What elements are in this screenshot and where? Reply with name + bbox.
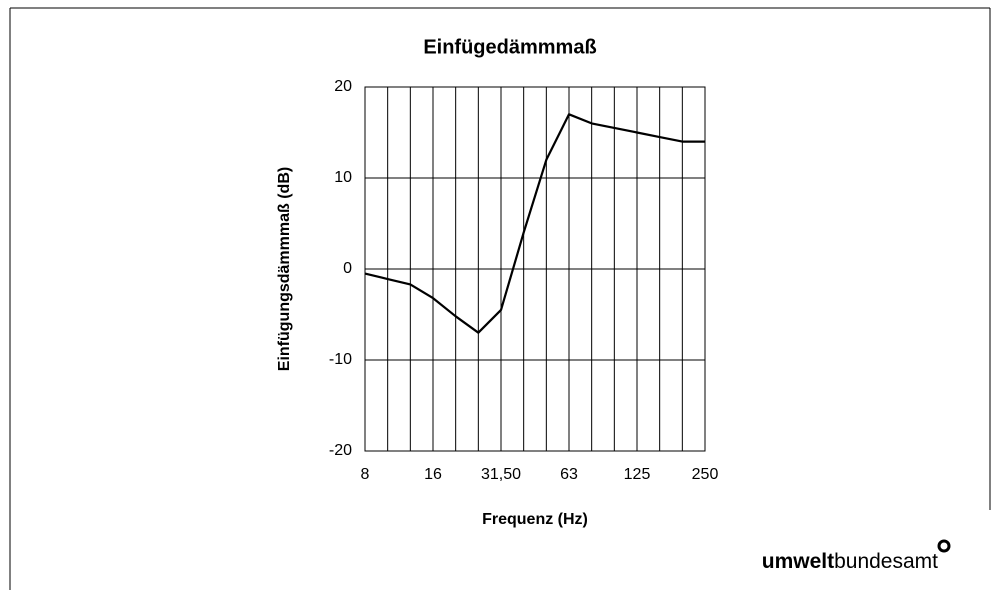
chart-title: Einfügedämmmaß bbox=[423, 36, 596, 58]
x-tick-label: 8 bbox=[361, 466, 370, 483]
x-tick-label: 31,50 bbox=[481, 466, 521, 483]
logo-regular: bundesamt bbox=[834, 550, 938, 573]
x-tick-label: 16 bbox=[424, 466, 442, 483]
logo: umweltbundesamt bbox=[762, 550, 938, 573]
plot-border bbox=[364, 86, 706, 452]
y-axis-label: Einfügungsdämmmaß (dB) bbox=[276, 167, 293, 371]
x-tick-label: 125 bbox=[624, 466, 651, 483]
y-tick-label: -10 bbox=[329, 351, 352, 368]
x-tick-label: 63 bbox=[560, 466, 578, 483]
logo-bold: umwelt bbox=[762, 550, 834, 573]
y-tick-label: 20 bbox=[334, 78, 352, 95]
data-line bbox=[364, 113, 705, 334]
y-tick-label: 10 bbox=[334, 169, 352, 186]
x-tick-label: 250 bbox=[692, 466, 719, 483]
x-axis-label: Frequenz (Hz) bbox=[482, 511, 588, 528]
y-tick-label: 0 bbox=[343, 260, 352, 277]
logo-icon bbox=[937, 539, 951, 553]
y-tick-label: -20 bbox=[329, 442, 352, 459]
